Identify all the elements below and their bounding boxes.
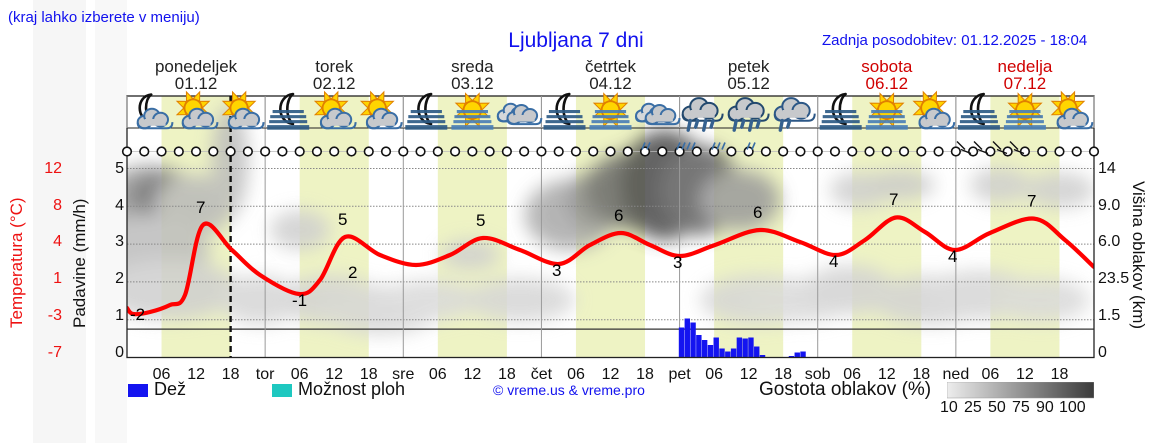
svg-text:7: 7 [196,198,205,217]
svg-text:-1: -1 [292,291,307,310]
svg-text:7: 7 [889,190,898,209]
svg-text:5: 5 [338,210,347,229]
svg-text:3: 3 [552,261,561,280]
svg-text:4: 4 [829,252,838,271]
svg-text:4: 4 [948,247,957,266]
svg-text:6: 6 [614,206,623,225]
svg-text:6: 6 [753,203,762,222]
svg-text:5: 5 [476,211,485,230]
svg-text:3: 3 [673,253,682,272]
svg-text:2: 2 [348,263,357,282]
svg-text:7: 7 [1027,192,1036,211]
svg-text:-2: -2 [130,305,145,324]
